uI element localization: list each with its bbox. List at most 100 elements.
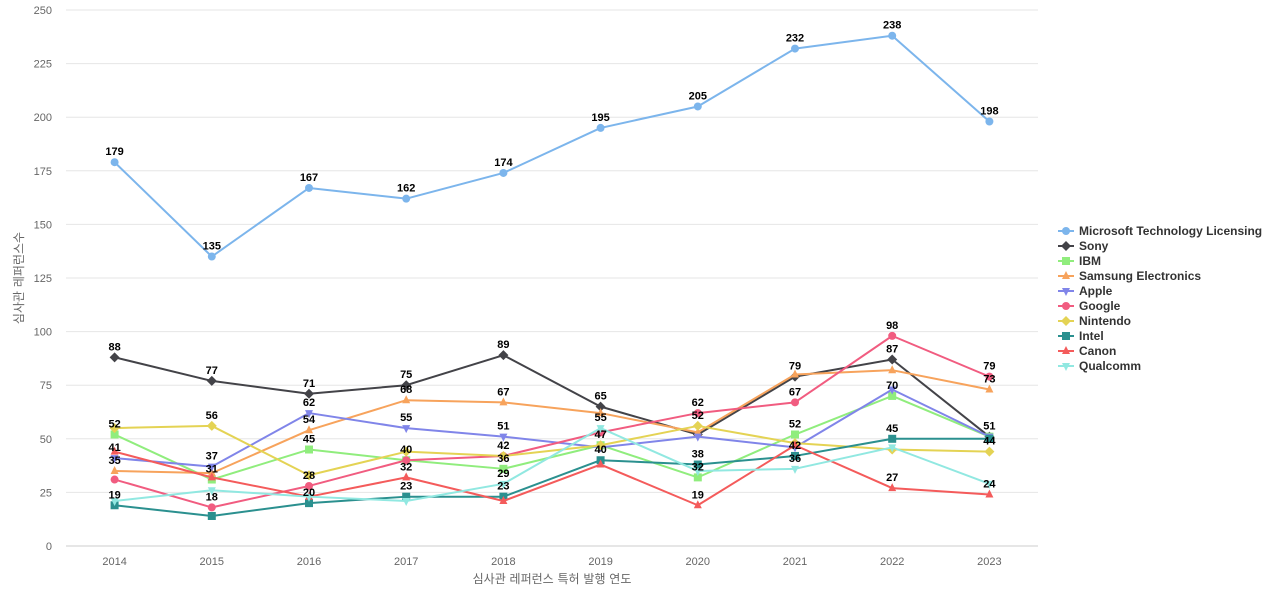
legend-marker-icon[interactable]: [1062, 332, 1070, 340]
data-point[interactable]: [499, 480, 508, 489]
data-point[interactable]: [499, 495, 508, 504]
legend-item[interactable]: Samsung Electronics: [1058, 269, 1201, 283]
data-point[interactable]: [402, 492, 411, 501]
data-point[interactable]: [888, 365, 897, 374]
data-point[interactable]: [402, 425, 411, 434]
data-point[interactable]: [305, 410, 313, 419]
data-point[interactable]: [305, 499, 313, 508]
legend-marker-icon[interactable]: [1062, 257, 1070, 265]
legend-item[interactable]: Google: [1058, 299, 1121, 313]
legend-marker-icon[interactable]: [1061, 316, 1071, 326]
data-point[interactable]: [887, 354, 898, 365]
data-point[interactable]: [402, 497, 411, 506]
data-point[interactable]: [110, 455, 119, 464]
legend-item[interactable]: Sony: [1058, 239, 1109, 253]
data-point[interactable]: [110, 446, 119, 455]
data-point[interactable]: [401, 446, 412, 457]
data-point[interactable]: [207, 487, 216, 496]
data-point[interactable]: [595, 440, 606, 451]
data-point[interactable]: [888, 434, 897, 443]
legend-item[interactable]: Nintendo: [1058, 314, 1131, 328]
data-point[interactable]: [402, 456, 411, 465]
legend-item[interactable]: Apple: [1058, 284, 1113, 298]
data-point[interactable]: [596, 425, 605, 434]
data-point[interactable]: [791, 44, 799, 53]
data-point[interactable]: [207, 511, 216, 520]
data-point[interactable]: [693, 467, 702, 476]
data-point[interactable]: [888, 391, 897, 400]
data-point[interactable]: [498, 350, 509, 361]
legend-marker-icon[interactable]: [1062, 271, 1070, 279]
data-point[interactable]: [207, 468, 216, 477]
data-point[interactable]: [985, 117, 994, 126]
legend-item[interactable]: Canon: [1058, 344, 1116, 358]
data-point[interactable]: [693, 409, 702, 418]
data-point[interactable]: [985, 434, 994, 443]
data-point[interactable]: [692, 420, 703, 431]
legend-item[interactable]: IBM: [1058, 254, 1101, 268]
data-point[interactable]: [499, 464, 508, 473]
data-point[interactable]: [109, 423, 120, 434]
data-point[interactable]: [693, 500, 702, 509]
data-point[interactable]: [985, 489, 994, 498]
data-point[interactable]: [791, 465, 799, 474]
data-point[interactable]: [791, 398, 799, 407]
data-point[interactable]: [791, 451, 799, 460]
legend-item[interactable]: Microsoft Technology Licensing: [1058, 224, 1262, 238]
data-point[interactable]: [791, 369, 799, 378]
legend-item[interactable]: Intel: [1058, 329, 1104, 343]
data-point[interactable]: [693, 427, 702, 436]
data-point[interactable]: [305, 493, 313, 502]
data-point[interactable]: [693, 102, 702, 111]
legend-marker-icon[interactable]: [1061, 241, 1071, 251]
legend-marker-icon[interactable]: [1062, 288, 1070, 296]
data-point[interactable]: [985, 384, 994, 393]
data-point[interactable]: [402, 472, 411, 481]
legend-marker-icon[interactable]: [1062, 227, 1070, 235]
data-point[interactable]: [693, 473, 702, 482]
data-point[interactable]: [888, 386, 897, 395]
data-point[interactable]: [596, 408, 605, 417]
data-point[interactable]: [207, 252, 216, 261]
legend-item[interactable]: Qualcomm: [1058, 359, 1141, 373]
data-point[interactable]: [984, 446, 995, 457]
data-point[interactable]: [498, 450, 509, 461]
data-point[interactable]: [207, 472, 216, 481]
data-point[interactable]: [888, 444, 897, 453]
data-point[interactable]: [888, 483, 897, 492]
data-point[interactable]: [304, 388, 314, 399]
legend-marker-icon[interactable]: [1062, 346, 1070, 354]
data-point[interactable]: [791, 430, 799, 439]
data-point[interactable]: [110, 465, 119, 474]
data-point[interactable]: [402, 194, 411, 203]
data-point[interactable]: [693, 460, 702, 469]
data-point[interactable]: [305, 425, 313, 434]
data-point[interactable]: [596, 123, 605, 132]
data-point[interactable]: [110, 158, 119, 167]
data-point[interactable]: [985, 372, 994, 381]
data-point[interactable]: [206, 375, 217, 386]
data-point[interactable]: [888, 31, 897, 40]
data-point[interactable]: [595, 401, 606, 412]
data-point[interactable]: [791, 440, 799, 449]
data-point[interactable]: [305, 481, 313, 490]
data-point[interactable]: [207, 463, 216, 472]
data-point[interactable]: [110, 430, 119, 439]
data-point[interactable]: [110, 497, 119, 506]
data-point[interactable]: [499, 168, 508, 177]
data-point[interactable]: [985, 480, 994, 489]
data-point[interactable]: [305, 183, 313, 192]
data-point[interactable]: [304, 470, 314, 481]
data-point[interactable]: [401, 380, 412, 391]
legend-marker-icon[interactable]: [1062, 363, 1070, 371]
data-point[interactable]: [109, 352, 120, 363]
data-point[interactable]: [596, 459, 605, 468]
legend-marker-icon[interactable]: [1062, 302, 1070, 310]
data-point[interactable]: [499, 433, 508, 442]
data-point[interactable]: [693, 433, 702, 442]
data-point[interactable]: [206, 420, 217, 431]
data-point[interactable]: [499, 397, 508, 406]
data-point[interactable]: [110, 475, 119, 484]
data-point[interactable]: [402, 395, 411, 404]
data-point[interactable]: [888, 331, 897, 340]
